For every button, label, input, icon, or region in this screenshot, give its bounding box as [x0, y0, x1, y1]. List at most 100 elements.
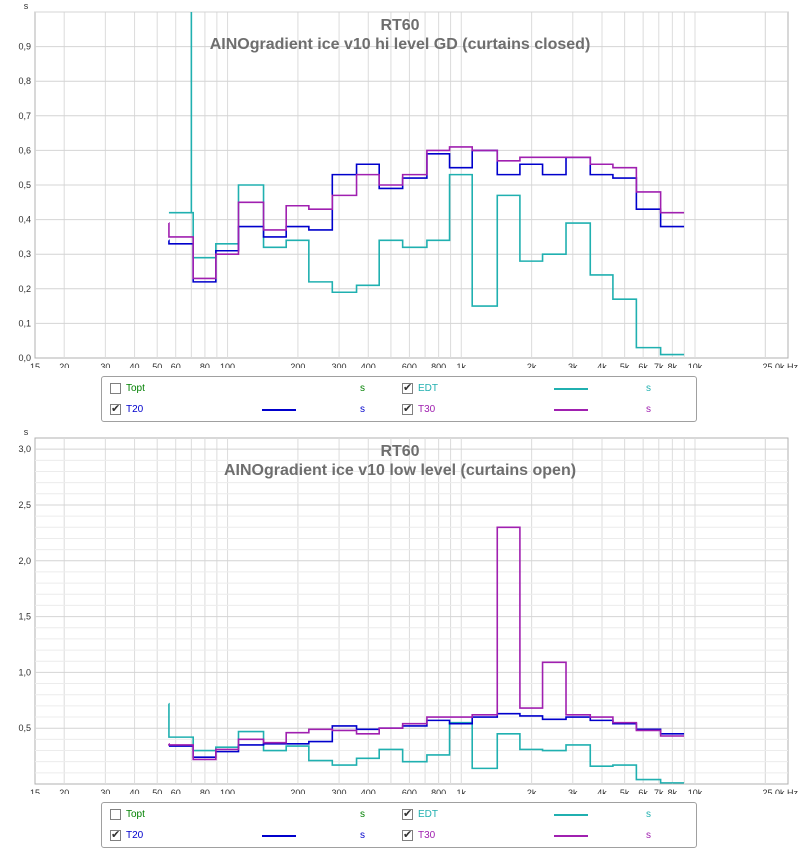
x-unit-label: 25,0k Hz [762, 362, 798, 368]
x-tick-label: 10k [688, 788, 703, 794]
legend-swatch [262, 835, 296, 837]
checkbox-t20[interactable]: ✔ [110, 403, 121, 415]
y-tick-label: 0,5 [18, 723, 31, 733]
x-tick-label: 40 [130, 788, 140, 794]
x-tick-label: 200 [290, 788, 305, 794]
series-line-edt [168, 702, 685, 784]
y-tick-label: 1,5 [18, 612, 31, 622]
legend-label: Topt [126, 809, 145, 820]
legend-unit: s [646, 809, 651, 820]
rt60-chart-bottom: 15 20 30 40 50 60 80 100 200 300 400 600 800 1k 2k 3k 4k… [0, 426, 800, 852]
y-tick-label: 0,4 [18, 215, 31, 225]
x-tick-label: 1k [457, 788, 467, 794]
legend-unit: s [360, 809, 365, 820]
y-tick-label: 0,3 [18, 249, 31, 259]
x-tick-label: 800 [431, 788, 446, 794]
x-tick-label: 8k [668, 788, 678, 794]
legend-label: T20 [126, 404, 144, 415]
legend-swatch [554, 814, 588, 816]
x-tick-label: 6k [638, 788, 648, 794]
x-tick-label: 200 [290, 362, 305, 368]
x-tick-label: 400 [361, 362, 376, 368]
legend-unit: s [360, 383, 365, 394]
y-tick-label: 0,6 [18, 145, 31, 155]
x-tick-label: 4k [597, 788, 607, 794]
x-tick-label: 60 [171, 362, 181, 368]
x-tick-label: 15 [30, 362, 40, 368]
checkmark-icon: ✔ [403, 808, 413, 820]
legend-label: T30 [418, 404, 436, 415]
x-tick-label: 80 [200, 362, 210, 368]
x-tick-label: 7k [654, 788, 664, 794]
legend-row: Topt s ✔ EDT s [102, 379, 698, 399]
x-tick-label: 600 [402, 362, 417, 368]
x-tick-label: 7k [654, 362, 664, 368]
y-tick-label: 0,9 [18, 42, 31, 52]
series-line-t20 [168, 712, 685, 759]
y-tick-label: 0,1 [18, 318, 31, 328]
legend-label: T20 [126, 830, 144, 841]
y-unit-label: s [24, 427, 29, 437]
legend-swatch [554, 835, 588, 837]
checkbox-topt[interactable] [110, 383, 121, 394]
checkbox-edt[interactable]: ✔ [402, 382, 413, 394]
x-tick-label: 100 [220, 788, 235, 794]
legend-swatch [262, 409, 296, 411]
plot-area-top: 15 20 30 40 50 60 80 100 200 300 400 600 800 1k 2k 3k 4k… [18, 1, 798, 368]
legend-label: T30 [418, 830, 436, 841]
checkmark-icon: ✔ [111, 829, 121, 841]
checkbox-t30[interactable]: ✔ [402, 829, 413, 841]
plot-area-bottom: 15 20 30 40 50 60 80 100 200 300 400 600 800 1k 2k 3k 4k… [18, 427, 798, 794]
plot-frame [34, 437, 789, 785]
y-tick-label: 2,0 [18, 556, 31, 566]
x-tick-label: 2k [527, 788, 537, 794]
x-unit-label: 25,0k Hz [762, 788, 798, 794]
x-tick-label: 30 [100, 788, 110, 794]
y-tick-label: 0,0 [18, 353, 31, 363]
x-tick-label: 3k [568, 788, 578, 794]
legend-unit: s [646, 404, 651, 415]
series-line-t30 [168, 526, 685, 761]
chart-title: RT60 [380, 443, 419, 460]
x-tick-label: 80 [200, 788, 210, 794]
y-tick-label: 3,0 [18, 444, 31, 454]
checkbox-t30[interactable]: ✔ [402, 403, 413, 415]
chart-title: RT60 [380, 17, 419, 34]
legend-swatch [554, 388, 588, 390]
y-tick-label: 2,5 [18, 500, 31, 510]
y-tick-label: 1,0 [18, 667, 31, 677]
legend-swatch [554, 409, 588, 411]
x-tick-label: 300 [332, 362, 347, 368]
x-tick-label: 50 [152, 362, 162, 368]
x-tick-label: 6k [638, 362, 648, 368]
x-tick-label: 60 [171, 788, 181, 794]
x-tick-label: 3k [568, 362, 578, 368]
chart-subtitle: AINOgradient ice v10 hi level GD (curtai… [210, 36, 591, 53]
checkmark-icon: ✔ [403, 382, 413, 394]
x-tick-label: 20 [59, 788, 69, 794]
legend-label: EDT [418, 809, 438, 820]
checkbox-edt[interactable]: ✔ [402, 808, 413, 820]
legend-label: EDT [418, 383, 438, 394]
x-tick-label: 8k [668, 362, 678, 368]
x-tick-label: 600 [402, 788, 417, 794]
x-tick-label: 400 [361, 788, 376, 794]
x-tick-label: 800 [431, 362, 446, 368]
legend-unit: s [360, 830, 365, 841]
legend-unit: s [360, 404, 365, 415]
legend-unit: s [646, 830, 651, 841]
x-tick-label: 30 [100, 362, 110, 368]
x-tick-label: 5k [620, 788, 630, 794]
legend-unit: s [646, 383, 651, 394]
checkbox-topt[interactable] [110, 809, 121, 820]
x-tick-label: 300 [332, 788, 347, 794]
chart-subtitle: AINOgradient ice v10 low level (curtains… [224, 462, 576, 479]
x-tick-label: 40 [130, 362, 140, 368]
y-unit-label: s [24, 1, 29, 11]
y-tick-label: 0,2 [18, 284, 31, 294]
x-tick-label: 50 [152, 788, 162, 794]
legend-bottom: Topt s ✔ EDT s ✔ T20 s ✔ T30 s [101, 802, 697, 848]
checkbox-t20[interactable]: ✔ [110, 829, 121, 841]
legend-label: Topt [126, 383, 145, 394]
legend-top: Topt s ✔ EDT s ✔ T20 s ✔ T30 s [101, 376, 697, 422]
